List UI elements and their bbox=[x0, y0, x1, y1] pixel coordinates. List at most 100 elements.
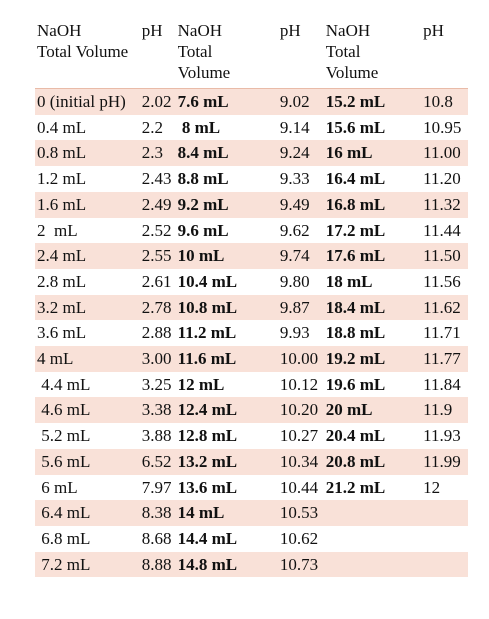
cell-ph-1: 6.52 bbox=[141, 448, 178, 475]
table-row: 5.6 mL 6.52 13.2 mL 10.34 20.8 mL 11.99 bbox=[35, 448, 468, 475]
cell-ph-2: 10.62 bbox=[279, 528, 319, 548]
cell-naoh-volume-1: 0.8 mL bbox=[35, 140, 142, 167]
cell-ph-3: 11.9 bbox=[423, 397, 468, 424]
header-ph-1: pH bbox=[141, 20, 178, 89]
cell-ph-3: 12 bbox=[423, 477, 441, 497]
cell-ph-1: 3.88 bbox=[141, 426, 172, 446]
cell-ph-1: 3.00 bbox=[141, 346, 178, 372]
cell-naoh-volume-3 bbox=[325, 500, 424, 526]
cell-ph-3 bbox=[423, 526, 468, 552]
cell-naoh-volume-2: 12 mL bbox=[177, 374, 225, 394]
cell-naoh-volume-1: 6.8 mL bbox=[37, 528, 91, 548]
cell-naoh-volume-1: 0 (initial pH) bbox=[35, 88, 142, 115]
cell-ph-2: 10.53 bbox=[279, 500, 326, 526]
cell-naoh-volume-3 bbox=[326, 526, 423, 552]
cell-naoh-volume-2: 11.2 mL bbox=[177, 323, 237, 343]
cell-ph-3 bbox=[423, 500, 468, 526]
cell-naoh-volume-1: 5.2 mL bbox=[37, 426, 91, 446]
cell-naoh-volume-1: 6.4 mL bbox=[35, 500, 142, 526]
header-text: Volume bbox=[325, 63, 379, 82]
cell-naoh-volume-2: 14 mL bbox=[177, 500, 280, 526]
cell-naoh-volume-2: 8.8 mL bbox=[177, 169, 229, 189]
cell-ph-2: 10.12 bbox=[279, 374, 319, 394]
table-row: 6.4 mL 8.38 14 mL 10.53 bbox=[35, 500, 468, 526]
header-text: Volume bbox=[177, 63, 231, 82]
cell-ph-2: 10.00 bbox=[279, 346, 326, 372]
cell-ph-1: 7.97 bbox=[141, 477, 172, 497]
table-row: 1.2 mL 2.43 8.8 mL 9.33 16.4 mL 11.20 bbox=[35, 166, 468, 192]
cell-naoh-volume-3 bbox=[325, 551, 424, 578]
cell-ph-3: 11.84 bbox=[423, 374, 461, 394]
cell-ph-2: 9.80 bbox=[279, 271, 310, 291]
cell-naoh-volume-3: 18 mL bbox=[325, 271, 373, 291]
cell-naoh-volume-3: 19.2 mL bbox=[325, 346, 424, 372]
table-header: NaOH Total Volume pH NaOH Total Volume p… bbox=[35, 20, 468, 89]
table-row: 2 mL 2.52 9.6 mL 9.62 17.2 mL 11.44 bbox=[35, 218, 468, 244]
header-text: NaOH bbox=[177, 21, 223, 40]
cell-naoh-volume-2: 13.2 mL bbox=[177, 448, 280, 475]
cell-ph-2: 9.24 bbox=[279, 140, 326, 167]
cell-ph-1: 2.43 bbox=[141, 169, 172, 189]
cell-naoh-volume-3: 17.6 mL bbox=[325, 243, 424, 269]
cell-ph-1: 2.52 bbox=[141, 220, 172, 240]
table-row: 7.2 mL 8.88 14.8 mL 10.73 bbox=[35, 551, 468, 578]
cell-ph-2: 9.62 bbox=[279, 220, 310, 240]
cell-ph-2: 10.27 bbox=[279, 426, 319, 446]
cell-ph-2: 9.87 bbox=[279, 294, 326, 321]
cell-ph-3: 10.8 bbox=[423, 88, 468, 115]
cell-ph-3 bbox=[423, 551, 468, 578]
table-row: 0.4 mL 2.2 8 mL 9.14 15.6 mL 10.95 bbox=[35, 115, 468, 141]
cell-naoh-volume-1: 7.2 mL bbox=[35, 551, 142, 578]
header-text: NaOH bbox=[37, 21, 82, 40]
cell-ph-2: 9.74 bbox=[279, 243, 326, 269]
table-body: 0 (initial pH) 2.02 7.6 mL 9.02 15.2 mL 10.8 0… bbox=[35, 88, 468, 578]
cell-naoh-volume-2: 14.8 mL bbox=[177, 551, 280, 578]
cell-naoh-volume-2: 10.8 mL bbox=[177, 294, 280, 321]
table-row: 6.8 mL 8.68 14.4 mL 10.62 bbox=[35, 526, 468, 552]
table-row: 2.4 mL 2.55 10 mL 9.74 17.6 mL 11.50 bbox=[35, 243, 468, 269]
header-ph-3: pH bbox=[423, 20, 468, 89]
cell-naoh-volume-3: 16.4 mL bbox=[325, 169, 386, 189]
header-naoh-volume-1: NaOH Total Volume bbox=[35, 20, 142, 89]
cell-ph-1: 2.3 bbox=[141, 140, 178, 167]
cell-naoh-volume-3: 18.8 mL bbox=[325, 323, 386, 343]
cell-ph-2: 10.73 bbox=[279, 551, 326, 578]
cell-naoh-volume-2: 14.4 mL bbox=[177, 528, 238, 548]
cell-naoh-volume-1: 1.2 mL bbox=[37, 169, 87, 189]
cell-ph-3: 11.20 bbox=[423, 169, 461, 189]
cell-naoh-volume-2: 12.4 mL bbox=[177, 397, 280, 424]
cell-ph-1: 8.38 bbox=[141, 500, 178, 526]
cell-naoh-volume-2: 12.8 mL bbox=[177, 426, 238, 446]
cell-ph-3: 11.32 bbox=[423, 191, 468, 218]
cell-naoh-volume-1: 3.2 mL bbox=[35, 294, 142, 321]
cell-naoh-volume-3: 15.6 mL bbox=[325, 117, 386, 137]
table-row: 1.6 mL 2.49 9.2 mL 9.49 16.8 mL 11.32 bbox=[35, 191, 468, 218]
table-row: 2.8 mL 2.61 10.4 mL 9.80 18 mL 11.56 bbox=[35, 269, 468, 295]
cell-naoh-volume-2: 7.6 mL bbox=[177, 88, 280, 115]
cell-ph-2: 10.34 bbox=[279, 448, 326, 475]
cell-ph-3: 10.95 bbox=[423, 117, 462, 137]
cell-naoh-volume-1: 3.6 mL bbox=[37, 323, 87, 343]
cell-naoh-volume-1: 4.6 mL bbox=[35, 397, 142, 424]
cell-naoh-volume-1: 4 mL bbox=[35, 346, 142, 372]
cell-naoh-volume-1: 2 mL bbox=[37, 220, 78, 240]
table-row: 5.2 mL 3.88 12.8 mL 10.27 20.4 mL 11.93 bbox=[35, 423, 468, 449]
cell-naoh-volume-3: 17.2 mL bbox=[325, 220, 386, 240]
header-naoh-volume-2: NaOH Total Volume bbox=[177, 20, 280, 89]
cell-naoh-volume-3: 16.8 mL bbox=[325, 191, 424, 218]
cell-ph-1: 2.88 bbox=[141, 323, 172, 343]
table-row: 6 mL 7.97 13.6 mL 10.44 21.2 mL 12 bbox=[35, 475, 468, 501]
cell-naoh-volume-2: 13.6 mL bbox=[177, 477, 238, 497]
cell-ph-1: 2.55 bbox=[141, 243, 178, 269]
cell-ph-2: 9.02 bbox=[279, 88, 326, 115]
header-text: Total bbox=[325, 42, 361, 61]
table-row: 4.6 mL 3.38 12.4 mL 10.20 20 mL 11.9 bbox=[35, 397, 468, 424]
cell-ph-1: 2.49 bbox=[141, 191, 178, 218]
cell-ph-3: 11.71 bbox=[423, 323, 461, 343]
table-row: 0 (initial pH) 2.02 7.6 mL 9.02 15.2 mL 10.8 bbox=[35, 88, 468, 115]
cell-ph-2: 9.14 bbox=[279, 117, 310, 137]
header-naoh-volume-3: NaOH Total Volume bbox=[325, 20, 424, 89]
cell-ph-1: 2.2 bbox=[141, 117, 163, 137]
cell-ph-2: 9.93 bbox=[279, 323, 310, 343]
cell-ph-1: 3.25 bbox=[141, 374, 172, 394]
